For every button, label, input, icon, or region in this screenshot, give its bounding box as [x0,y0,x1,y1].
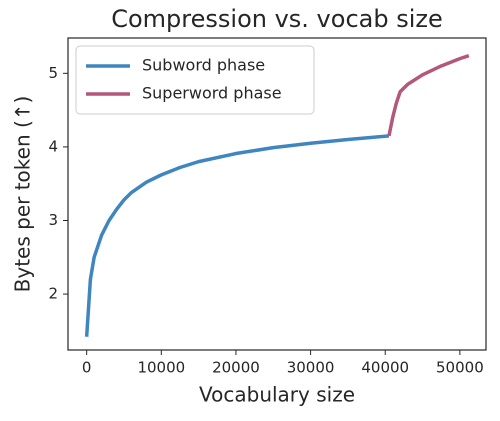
y-tick-label: 5 [48,64,58,82]
line [84,134,390,337]
y-tick-label: 3 [48,211,58,229]
x-tick-label: 50000 [436,359,484,377]
plot-frame [67,37,487,351]
legend-label: Superword phase [142,84,282,103]
x-tick-label: 20000 [212,359,260,377]
line [387,53,470,137]
chart-title: Compression vs. vocab size [111,5,443,33]
x-tick-label: 10000 [137,359,185,377]
x-tick-label: 0 [82,359,92,377]
y-axis-label: Bytes per token (↑) [11,96,35,293]
y-tick-label: 4 [48,137,58,155]
x-tick-label: 40000 [361,359,409,377]
legend-label: Subword phase [142,56,265,75]
x-tick-label: 30000 [287,359,335,377]
legend-box [75,45,315,115]
y-tick-label: 2 [48,285,58,303]
x-axis-label: Vocabulary size [199,383,355,407]
